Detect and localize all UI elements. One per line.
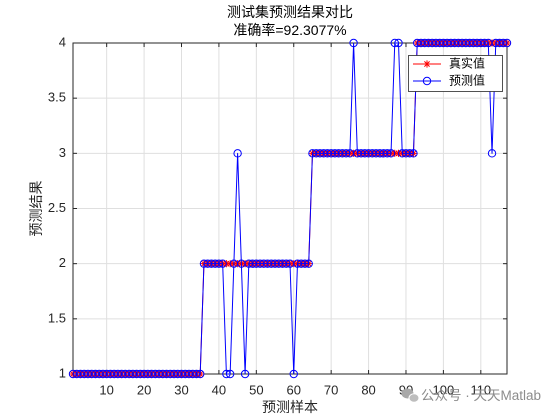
predicted-value-marker xyxy=(222,369,231,379)
legend-entry-true-value: 真实值 xyxy=(413,56,485,71)
predicted-value-marker xyxy=(383,149,392,158)
legend-label-true-value: 真实值 xyxy=(449,56,485,71)
y-tick-label: 4 xyxy=(59,34,66,49)
data-series xyxy=(68,38,512,379)
legend-marker-circle xyxy=(422,76,432,86)
legend-box xyxy=(408,55,503,92)
watermark: 公众号 · 天天Matlab xyxy=(401,388,541,403)
chart-subtitle: 准确率=92.3077% xyxy=(233,22,346,38)
predicted-value-marker xyxy=(502,38,512,48)
predicted-value-marker xyxy=(214,259,224,268)
y-tick-label: 1.5 xyxy=(48,310,66,325)
predicted-value-marker xyxy=(487,149,497,158)
predicted-value-marker xyxy=(289,369,298,379)
predicted-value-marker xyxy=(405,149,414,158)
predicted-value-marker xyxy=(218,259,227,268)
x-tick-label: 50 xyxy=(249,382,263,397)
x-tick-label: 60 xyxy=(287,382,301,397)
y-tick-label: 3.5 xyxy=(48,90,66,105)
predicted-value-marker xyxy=(386,149,396,158)
y-tick-label: 3 xyxy=(59,145,66,160)
predicted-value-marker xyxy=(225,369,235,379)
x-tick-label: 110 xyxy=(470,382,491,397)
watermark-text: 公众号 · 天天Matlab xyxy=(421,388,541,403)
y-axis-label: 预测结果 xyxy=(29,181,45,237)
x-tick-label: 30 xyxy=(174,382,188,397)
predicted-value-series xyxy=(68,38,512,379)
predicted-value-marker xyxy=(341,149,351,158)
predicted-value-marker xyxy=(192,369,201,379)
x-axis-label: 预测样本 xyxy=(262,400,318,416)
predicted-value-marker xyxy=(480,38,489,48)
legend-label-predicted-value: 预测值 xyxy=(449,73,485,88)
predicted-value-marker xyxy=(390,38,399,48)
wechat-icon xyxy=(401,388,420,403)
x-tick-label: 100 xyxy=(433,382,455,397)
tick-labels: 10203040506070809010011011.522.533.54 xyxy=(48,34,491,397)
predicted-value-marker xyxy=(282,259,291,268)
chart-title: 测试集预测结果对比 xyxy=(227,4,353,21)
x-tick-label: 40 xyxy=(212,382,226,397)
predicted-value-marker xyxy=(394,38,403,48)
predicted-value-marker xyxy=(300,259,310,268)
x-tick-label: 80 xyxy=(361,382,375,397)
legend-entry-predicted-value: 预测值 xyxy=(413,73,485,88)
predicted-value-marker xyxy=(304,259,313,268)
predicted-value-marker xyxy=(349,38,358,48)
legend: 真实值 预测值 xyxy=(408,55,503,92)
predicted-value-marker xyxy=(499,38,508,48)
plot-area: 10203040506070809010011011.522.533.54 xyxy=(48,34,512,397)
x-tick-label: 70 xyxy=(324,382,338,397)
x-tick-label: 10 xyxy=(99,382,113,397)
predicted-value-marker xyxy=(233,149,242,158)
y-tick-label: 1 xyxy=(59,365,66,380)
x-tick-label: 20 xyxy=(137,382,151,397)
predicted-value-marker xyxy=(240,369,250,379)
legend-marker-asterisk xyxy=(423,60,431,68)
predicted-value-marker xyxy=(409,149,418,158)
y-tick-label: 2 xyxy=(59,255,66,270)
y-tick-label: 2.5 xyxy=(48,200,66,215)
predicted-value-marker xyxy=(196,369,205,379)
